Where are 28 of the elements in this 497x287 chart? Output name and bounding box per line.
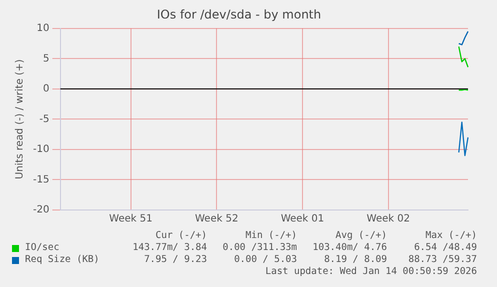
legend-label: Req Size (KB) [25,254,100,266]
x-tick-label: Week 52 [195,214,238,225]
text: 103.40m/ 4.76 [312,242,387,254]
y-tick-label: -10 [32,144,50,156]
text: Last update: Wed Jan 14 00:50:59 2026 [265,266,477,277]
y-tick-label: 0 [42,84,50,95]
text: Max (-/+) [424,230,477,242]
text: 7.95 / 9.23 [143,254,207,266]
text: 6.54 /48.49 [413,242,477,254]
text: Min (-/+) [244,230,297,242]
text: 8.19 / 8.09 [323,254,387,266]
text: 0.00 / 5.03 [233,254,297,266]
x-tick-label: Week 51 [109,214,152,225]
text: 0.00 /311.33m [222,242,297,254]
y-tick-label: 10 [36,22,50,34]
legend-label: IO/sec [25,242,60,254]
text: Avg (-/+) [334,230,387,242]
y-tick-label: 5 [42,53,50,64]
x-tick-label: Week 02 [366,214,410,225]
x-tick-label: Week 01 [280,214,324,225]
text: 88.73 /59.37 [407,254,477,266]
y-axis-title: Units read (-) / write (+) [14,59,26,180]
chart-title: IOs for /dev/sda - by month [156,7,322,22]
y-tick-label: -20 [32,204,50,216]
y-tick-label: -5 [39,114,50,125]
text: 143.77m/ 3.84 [132,242,207,254]
text: Cur (-/+) [154,230,207,242]
y-tick-label: -15 [32,174,50,186]
